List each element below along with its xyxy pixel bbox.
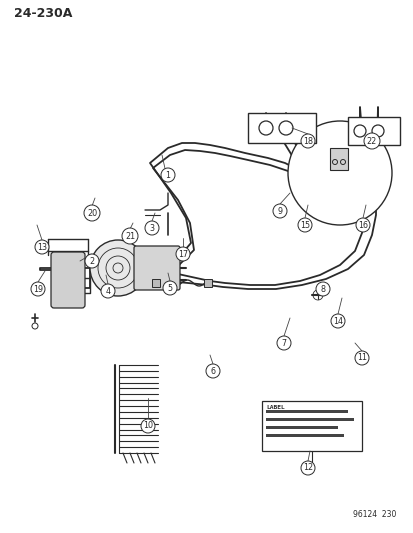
Circle shape bbox=[122, 228, 138, 244]
Circle shape bbox=[145, 221, 159, 235]
Text: LABEL: LABEL bbox=[266, 405, 284, 410]
Text: 9: 9 bbox=[277, 206, 282, 215]
Bar bbox=[247, 113, 315, 143]
Text: 21: 21 bbox=[125, 231, 135, 240]
Circle shape bbox=[85, 254, 99, 268]
Circle shape bbox=[330, 314, 344, 328]
Bar bbox=[266, 409, 347, 413]
Text: 5: 5 bbox=[167, 284, 172, 293]
Circle shape bbox=[161, 168, 175, 182]
FancyBboxPatch shape bbox=[51, 252, 85, 308]
Circle shape bbox=[300, 134, 314, 148]
Text: 3: 3 bbox=[149, 223, 154, 232]
Circle shape bbox=[363, 133, 379, 149]
Circle shape bbox=[101, 284, 115, 298]
Text: 2: 2 bbox=[89, 256, 94, 265]
Circle shape bbox=[287, 121, 391, 225]
Circle shape bbox=[176, 247, 190, 261]
Text: 96124  230: 96124 230 bbox=[352, 510, 395, 519]
Circle shape bbox=[272, 204, 286, 218]
Text: 18: 18 bbox=[302, 136, 312, 146]
Text: 6: 6 bbox=[210, 367, 215, 376]
Text: 24-230A: 24-230A bbox=[14, 7, 72, 20]
Bar bbox=[329, 148, 347, 170]
Bar bbox=[152, 279, 159, 287]
Bar bbox=[204, 279, 211, 287]
Circle shape bbox=[90, 240, 146, 296]
Text: 7: 7 bbox=[281, 338, 286, 348]
Circle shape bbox=[163, 281, 177, 295]
Circle shape bbox=[31, 282, 45, 296]
Text: 13: 13 bbox=[37, 243, 47, 252]
Text: 17: 17 bbox=[178, 249, 188, 259]
Bar bbox=[266, 425, 337, 429]
Circle shape bbox=[141, 419, 154, 433]
FancyBboxPatch shape bbox=[134, 246, 180, 290]
Text: 14: 14 bbox=[332, 317, 342, 326]
Bar bbox=[347, 117, 399, 145]
Circle shape bbox=[276, 336, 290, 350]
Circle shape bbox=[300, 461, 314, 475]
Bar bbox=[261, 401, 361, 451]
Circle shape bbox=[206, 364, 219, 378]
Circle shape bbox=[35, 240, 49, 254]
Circle shape bbox=[297, 218, 311, 232]
Text: 10: 10 bbox=[142, 422, 153, 431]
Circle shape bbox=[354, 351, 368, 365]
Bar bbox=[266, 417, 353, 421]
Text: 12: 12 bbox=[302, 464, 312, 472]
Text: 8: 8 bbox=[320, 285, 325, 294]
Text: 1: 1 bbox=[165, 171, 170, 180]
Bar bbox=[266, 433, 343, 437]
Circle shape bbox=[84, 205, 100, 221]
Text: 19: 19 bbox=[33, 285, 43, 294]
Text: 11: 11 bbox=[356, 353, 366, 362]
Text: 22: 22 bbox=[366, 136, 376, 146]
Text: 16: 16 bbox=[357, 221, 367, 230]
Text: 15: 15 bbox=[299, 221, 309, 230]
Text: 4: 4 bbox=[105, 287, 110, 295]
Circle shape bbox=[355, 218, 369, 232]
Circle shape bbox=[315, 282, 329, 296]
Text: 20: 20 bbox=[87, 208, 97, 217]
